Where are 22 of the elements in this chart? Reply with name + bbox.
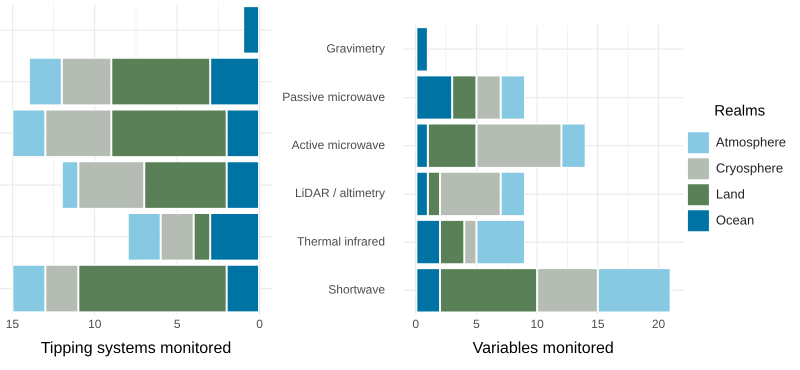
- legend-label: Ocean: [716, 212, 754, 228]
- x-axis-title: Tipping systems monitored: [40, 340, 232, 357]
- y-tick-label: Active microwave: [292, 138, 386, 152]
- x-tick-label: 10: [530, 316, 544, 331]
- y-tick-label: Shortwave: [328, 282, 386, 297]
- legend-label: Cryosphere: [716, 160, 784, 176]
- y-tick-label: LiDAR / altimetry: [294, 186, 385, 200]
- x-tick-label: 15: [6, 316, 20, 331]
- legend-label: Land: [716, 186, 745, 202]
- x-tick-label: 5: [174, 316, 181, 331]
- y-tick-label: Thermal infrared: [296, 234, 385, 248]
- x-axis-title: Variables monitored: [472, 340, 614, 357]
- x-tick-label: 0: [412, 316, 420, 331]
- x-tick-label: 20: [652, 316, 666, 331]
- x-tick-label: 0: [256, 316, 264, 331]
- x-tick-label: 10: [88, 316, 102, 331]
- legend-label: Atmosphere: [716, 134, 786, 150]
- legend-title: Realms: [714, 102, 766, 120]
- y-tick-label: Passive microwave: [282, 90, 386, 104]
- y-tick-label: Gravimetry: [326, 42, 385, 56]
- x-tick-label: 5: [473, 316, 480, 331]
- x-tick-label: 15: [591, 316, 605, 331]
